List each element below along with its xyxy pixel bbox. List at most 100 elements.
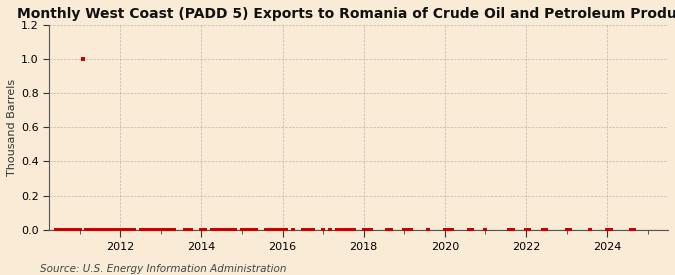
- Point: [51, 227, 61, 232]
- Point: [463, 227, 474, 232]
- Point: [71, 227, 82, 232]
- Point: [274, 227, 285, 232]
- Point: [335, 227, 346, 232]
- Point: [169, 227, 180, 232]
- Point: [564, 227, 575, 232]
- Point: [78, 57, 88, 61]
- Point: [213, 227, 223, 232]
- Point: [301, 227, 312, 232]
- Point: [105, 227, 115, 232]
- Point: [98, 227, 109, 232]
- Point: [271, 227, 281, 232]
- Point: [64, 227, 75, 232]
- Point: [118, 227, 129, 232]
- Point: [423, 227, 433, 232]
- Point: [318, 227, 329, 232]
- Point: [325, 227, 335, 232]
- Point: [439, 227, 450, 232]
- Point: [237, 227, 248, 232]
- Point: [520, 227, 531, 232]
- Point: [406, 227, 416, 232]
- Point: [88, 227, 99, 232]
- Point: [443, 227, 454, 232]
- Point: [57, 227, 68, 232]
- Point: [250, 227, 261, 232]
- Point: [585, 227, 595, 232]
- Point: [561, 227, 572, 232]
- Point: [345, 227, 356, 232]
- Y-axis label: Thousand Barrels: Thousand Barrels: [7, 79, 17, 176]
- Point: [68, 227, 78, 232]
- Point: [128, 227, 139, 232]
- Point: [206, 227, 217, 232]
- Text: Source: U.S. Energy Information Administration: Source: U.S. Energy Information Administ…: [40, 264, 287, 274]
- Point: [91, 227, 102, 232]
- Point: [264, 227, 275, 232]
- Point: [101, 227, 112, 232]
- Point: [142, 227, 153, 232]
- Point: [358, 227, 369, 232]
- Point: [182, 227, 193, 232]
- Point: [81, 227, 92, 232]
- Point: [74, 227, 85, 232]
- Point: [125, 227, 136, 232]
- Point: [230, 227, 240, 232]
- Point: [115, 227, 126, 232]
- Point: [240, 227, 251, 232]
- Point: [504, 227, 514, 232]
- Point: [602, 227, 613, 232]
- Point: [108, 227, 119, 232]
- Point: [84, 227, 95, 232]
- Point: [605, 227, 616, 232]
- Point: [122, 227, 132, 232]
- Point: [186, 227, 196, 232]
- Point: [261, 227, 271, 232]
- Point: [382, 227, 393, 232]
- Point: [348, 227, 359, 232]
- Point: [362, 227, 373, 232]
- Point: [95, 227, 105, 232]
- Point: [524, 227, 535, 232]
- Point: [277, 227, 288, 232]
- Point: [331, 227, 342, 232]
- Point: [138, 227, 149, 232]
- Point: [199, 227, 210, 232]
- Point: [629, 227, 640, 232]
- Point: [148, 227, 159, 232]
- Point: [288, 227, 298, 232]
- Point: [111, 227, 122, 232]
- Point: [399, 227, 410, 232]
- Point: [267, 227, 278, 232]
- Point: [209, 227, 220, 232]
- Point: [385, 227, 396, 232]
- Point: [446, 227, 457, 232]
- Point: [365, 227, 376, 232]
- Point: [281, 227, 292, 232]
- Point: [308, 227, 319, 232]
- Point: [541, 227, 551, 232]
- Point: [165, 227, 176, 232]
- Point: [507, 227, 518, 232]
- Point: [135, 227, 146, 232]
- Title: Monthly West Coast (PADD 5) Exports to Romania of Crude Oil and Petroleum Produc: Monthly West Coast (PADD 5) Exports to R…: [18, 7, 675, 21]
- Point: [466, 227, 477, 232]
- Point: [626, 227, 637, 232]
- Point: [402, 227, 413, 232]
- Point: [223, 227, 234, 232]
- Point: [304, 227, 315, 232]
- Point: [227, 227, 238, 232]
- Point: [179, 227, 190, 232]
- Point: [247, 227, 258, 232]
- Point: [338, 227, 349, 232]
- Point: [480, 227, 491, 232]
- Point: [159, 227, 169, 232]
- Point: [219, 227, 230, 232]
- Point: [61, 227, 72, 232]
- Point: [54, 227, 65, 232]
- Point: [216, 227, 227, 232]
- Point: [342, 227, 352, 232]
- Point: [196, 227, 207, 232]
- Point: [152, 227, 163, 232]
- Point: [162, 227, 173, 232]
- Point: [537, 227, 548, 232]
